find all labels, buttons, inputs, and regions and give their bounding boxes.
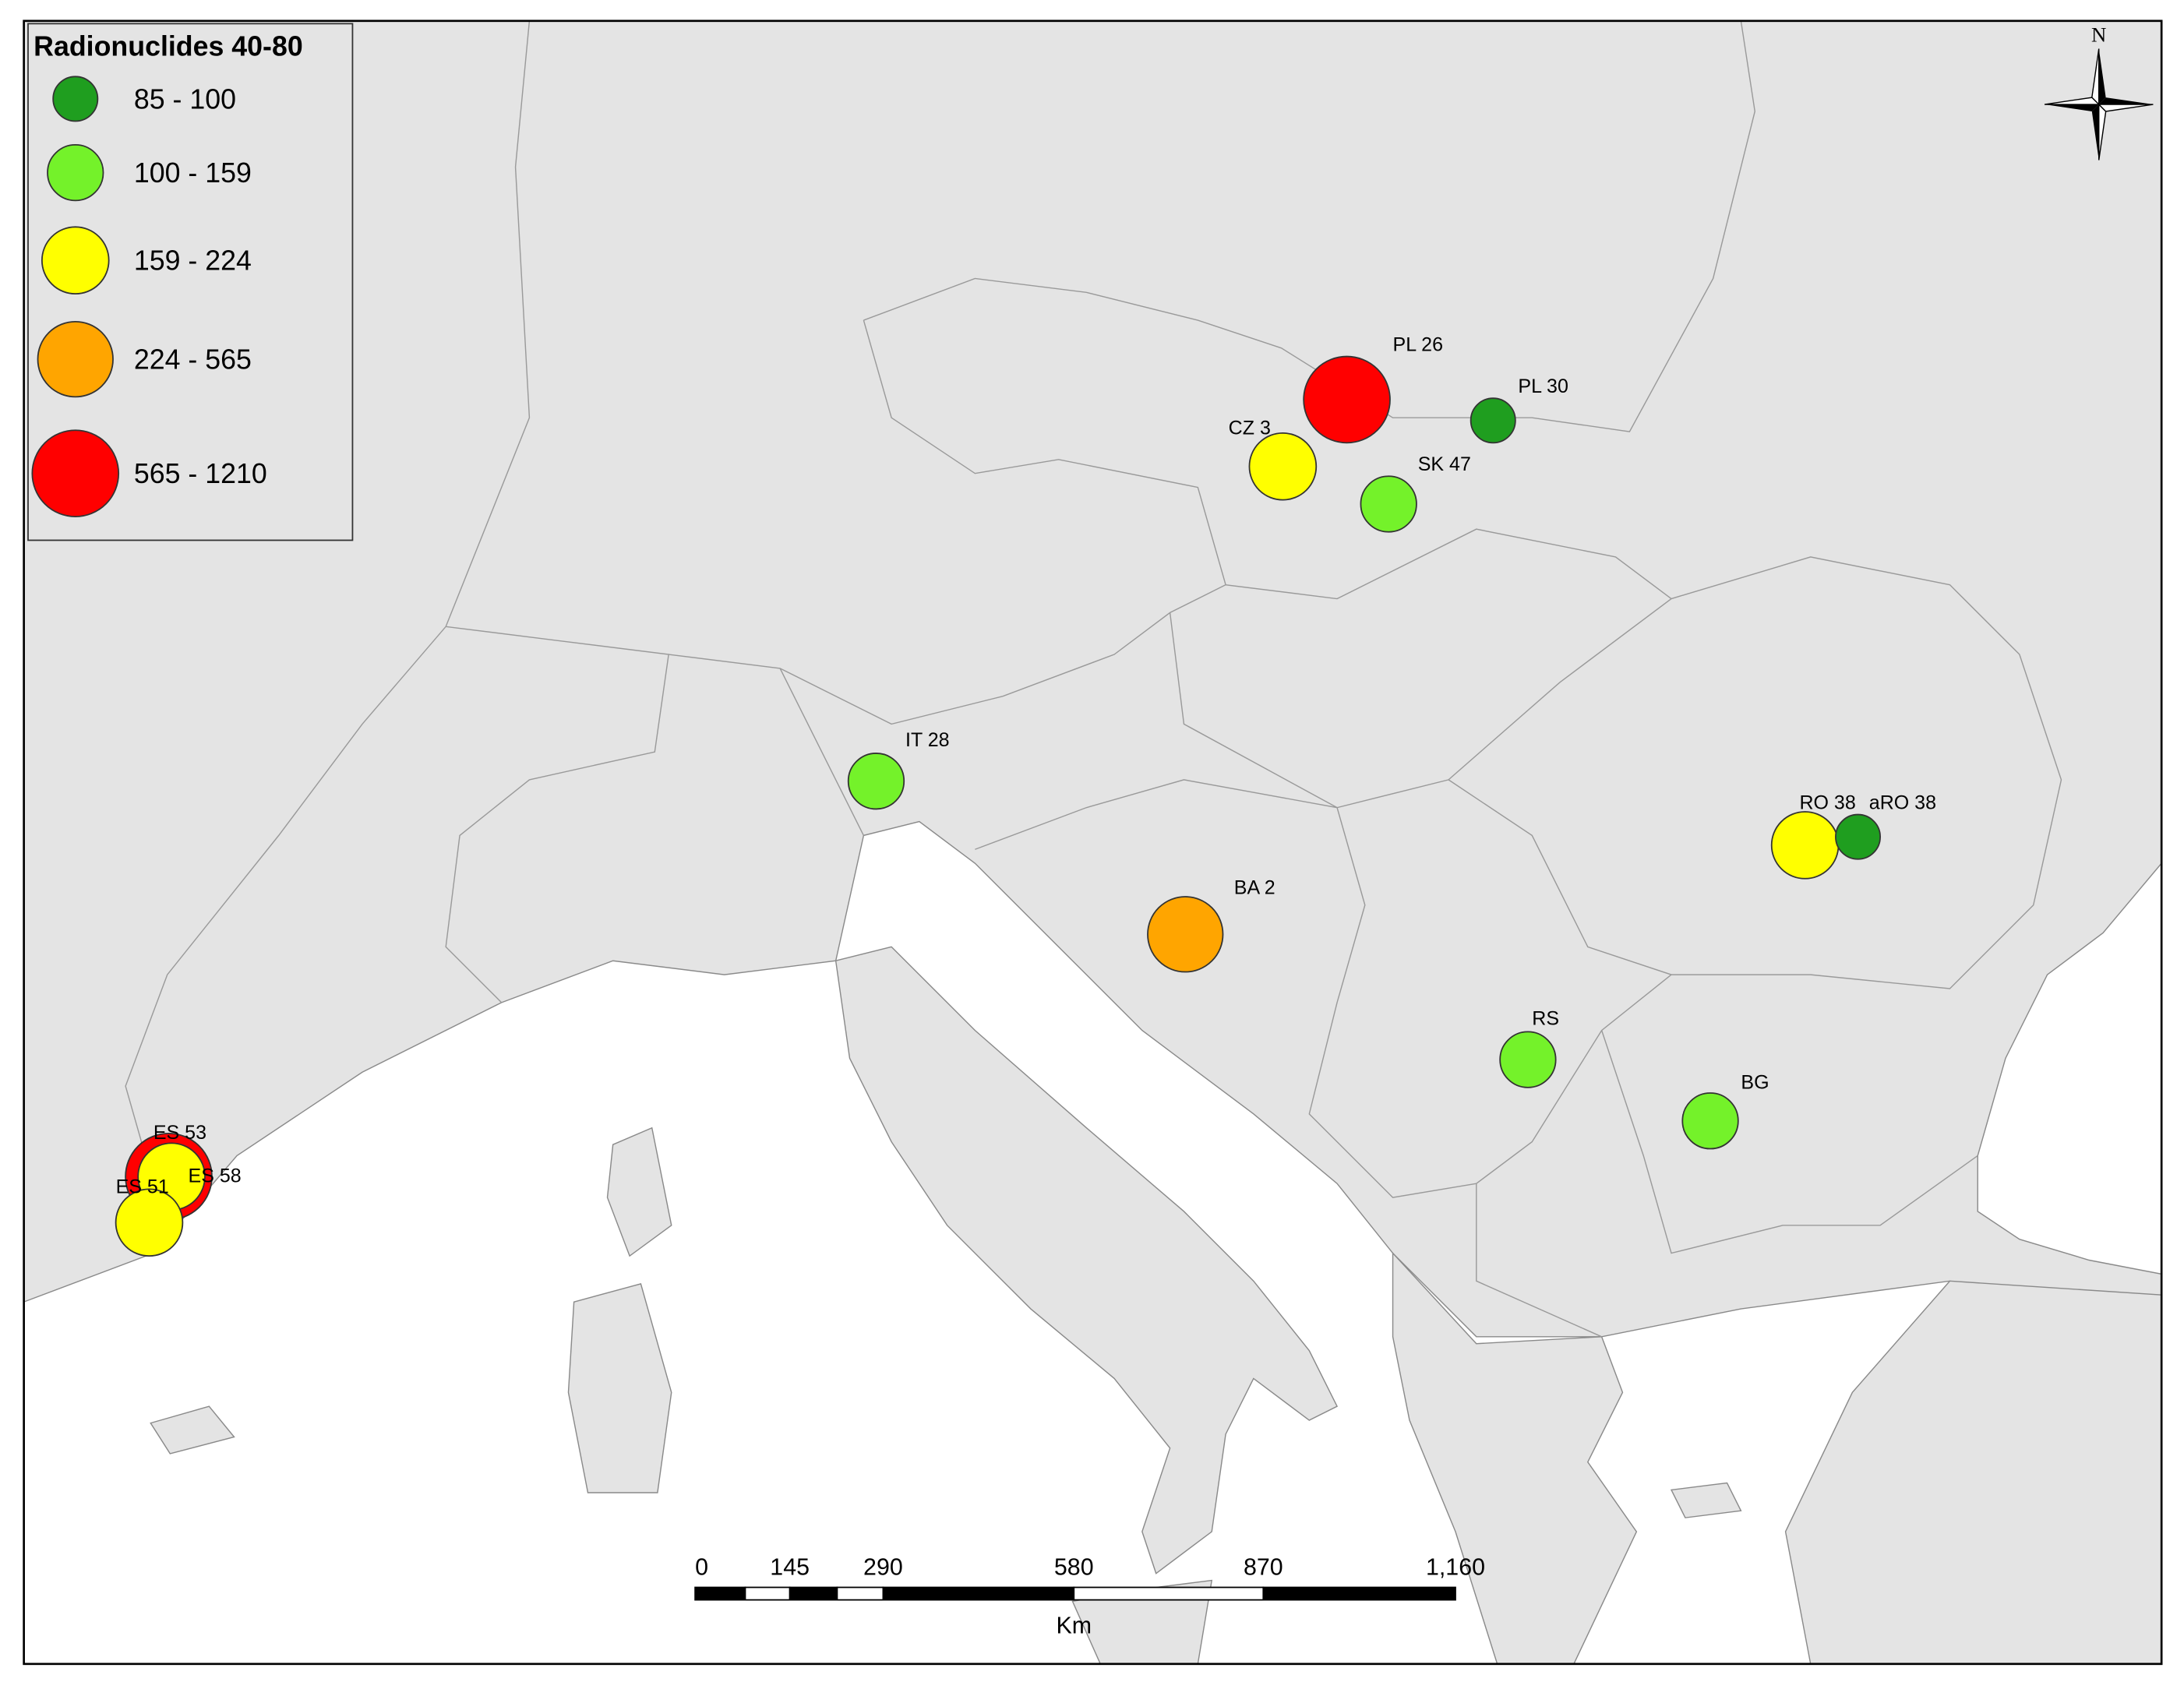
scale-bar: Km 0 145 290 580 870 1,160 — [694, 1553, 1485, 1639]
scale-label: 1,160 — [1426, 1553, 1485, 1580]
compass-north: N — [2091, 23, 2106, 47]
site-marker — [115, 1188, 184, 1257]
site-label: ES 58 — [189, 1165, 242, 1187]
frame — [23, 19, 2163, 1666]
land-shapes — [150, 946, 2162, 1665]
site-marker — [1360, 475, 1417, 533]
scale-label: 870 — [1244, 1553, 1283, 1580]
sites: PL 26 PL 30 CZ 3 SK 47 IT 28 BA 2 RO 38 aRO 38 R… — [115, 333, 1936, 1257]
site-label: BA 2 — [1234, 876, 1275, 898]
scale-label: 145 — [770, 1553, 810, 1580]
site-label: ES 51 — [116, 1176, 169, 1198]
sardinia — [567, 1283, 672, 1493]
site-marker — [1470, 397, 1516, 444]
site-marker — [1303, 355, 1391, 444]
scale-label: 580 — [1054, 1553, 1094, 1580]
greece — [1392, 1251, 1638, 1665]
scale-segment — [789, 1586, 838, 1601]
legend-label: 565 - 1210 — [134, 458, 267, 489]
scale-label: 0 — [695, 1553, 708, 1580]
site-marker — [1835, 813, 1882, 860]
island — [1670, 1482, 1742, 1518]
site-marker — [847, 753, 905, 810]
scale-segment — [836, 1586, 884, 1601]
scale-segment — [744, 1586, 791, 1601]
scale-segment — [1262, 1586, 1456, 1601]
site-label: CZ 3 — [1229, 418, 1271, 439]
legend-symbol — [41, 226, 110, 295]
site-label: PL 30 — [1518, 376, 1568, 397]
site-label: BG — [1741, 1072, 1769, 1094]
site-label: PL 26 — [1393, 333, 1443, 355]
balearic — [150, 1405, 235, 1455]
scale-label: 290 — [863, 1553, 903, 1580]
site-marker — [1499, 1031, 1557, 1088]
site-marker — [1681, 1092, 1739, 1150]
site-label: SK 47 — [1418, 453, 1471, 475]
legend-symbol — [52, 76, 99, 122]
legend-symbol — [37, 320, 114, 398]
legend: Radionuclides 40-80 85 - 100 100 - 159 159… — [27, 23, 354, 541]
compass: N — [2044, 23, 2154, 160]
site-label: aRO 38 — [1869, 792, 1936, 813]
borders — [125, 20, 2062, 1338]
legend-label: 100 - 159 — [134, 157, 252, 189]
scale-unit: Km — [1056, 1613, 1092, 1639]
legend-title: Radionuclides 40-80 — [34, 30, 303, 62]
legend-label: 159 - 224 — [134, 245, 252, 277]
scale-segment — [1073, 1586, 1265, 1601]
legend-symbol — [31, 429, 120, 517]
scale-segment — [882, 1586, 1075, 1601]
site-label: ES 53 — [153, 1122, 206, 1144]
legend-symbol — [47, 143, 104, 202]
site-marker — [1248, 432, 1318, 501]
site-label: RS — [1532, 1007, 1559, 1029]
corsica — [606, 1127, 672, 1257]
site-marker — [1147, 896, 1224, 973]
site-label: RO 38 — [1799, 792, 1855, 813]
legend-label: 224 - 565 — [134, 344, 252, 376]
site-label: IT 28 — [905, 729, 950, 751]
scale-segment — [694, 1586, 746, 1601]
site-marker — [1770, 811, 1840, 880]
italy — [834, 946, 1339, 1574]
legend-label: 85 - 100 — [134, 83, 236, 115]
